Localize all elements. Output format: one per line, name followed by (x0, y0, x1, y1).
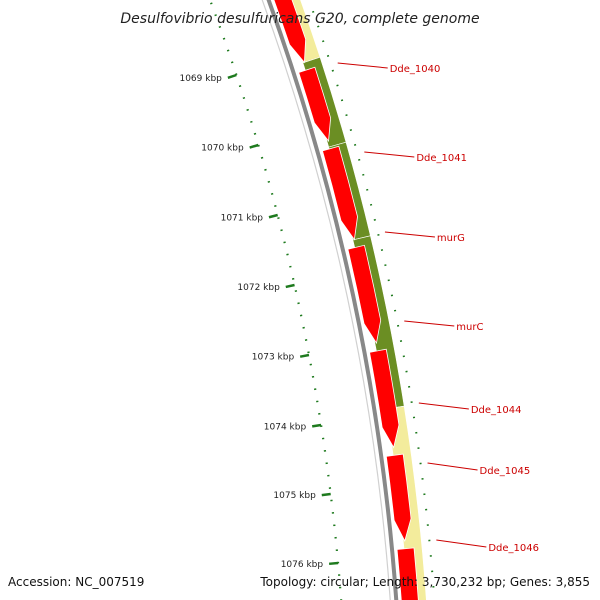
map-base-layer (261, 0, 399, 600)
kbp-tick-label: 1071 kbp (221, 213, 264, 223)
gene-label: Dde_1044 (471, 405, 522, 416)
kbp-tick-mark (285, 283, 295, 289)
gene-callout-line (384, 231, 435, 238)
outer-tick-track (307, 0, 436, 600)
gene-label: Dde_1041 (416, 153, 467, 164)
gene-callout-line (404, 320, 455, 327)
cds-arrow (347, 244, 382, 345)
kbp-tick-label: 1076 kbp (281, 560, 324, 570)
cds-arrow (369, 348, 400, 449)
label-layer: Dde_1040 Dde_1041 murG murC Dde_1044 Dde_1045… (307, 0, 539, 600)
cds-arrow (385, 453, 412, 542)
kbp-tick-mark (321, 492, 331, 497)
genome-backbone (266, 0, 399, 600)
gene-callout-line (364, 151, 415, 158)
gene-label: murC (456, 322, 483, 333)
gene-callout-line (436, 539, 487, 548)
map-title: Desulfovibrio desulfuricans G20, complet… (120, 11, 479, 27)
gene-callout-line (337, 62, 388, 69)
backbone-shadow (261, 0, 391, 600)
kbp-tick-mark (268, 213, 278, 219)
kbp-tick-mark (299, 353, 310, 358)
topology-text: Topology: circular; Length: 3,730,232 bp… (259, 575, 590, 589)
kbp-tick-mark (249, 143, 259, 149)
cds-arrow (396, 547, 419, 600)
kbp-tick-label: 1072 kbp (237, 283, 280, 293)
tick-layer: 1069 kbp 1070 kbp 1071 kbp 1072 kbp 1073 kbp… (179, 0, 343, 600)
accession-text: Accession: NC_007519 (8, 575, 144, 589)
gene-label: murG (437, 233, 465, 244)
kbp-tick-label: 1075 kbp (273, 491, 316, 501)
kbp-tick-label: 1073 kbp (252, 353, 295, 363)
kbp-tick-mark (227, 73, 237, 80)
gene-label: Dde_1040 (390, 64, 441, 75)
tick-track (208, 0, 343, 600)
gene-callout-line (418, 402, 469, 410)
gene-label: Dde_1045 (480, 466, 531, 477)
cds-arrow (298, 66, 332, 143)
kbp-tick-mark (311, 423, 322, 428)
cds-arrow (321, 145, 358, 241)
cds-arrow (273, 0, 307, 64)
feature-layer (273, 0, 427, 600)
kbp-tick-mark (328, 561, 339, 566)
gene-callout-line (427, 462, 478, 471)
kbp-tick-label: 1069 kbp (179, 74, 222, 84)
gene-label: Dde_1046 (488, 543, 539, 554)
kbp-tick-label: 1070 kbp (201, 144, 244, 154)
kbp-tick-label: 1074 kbp (264, 422, 307, 432)
